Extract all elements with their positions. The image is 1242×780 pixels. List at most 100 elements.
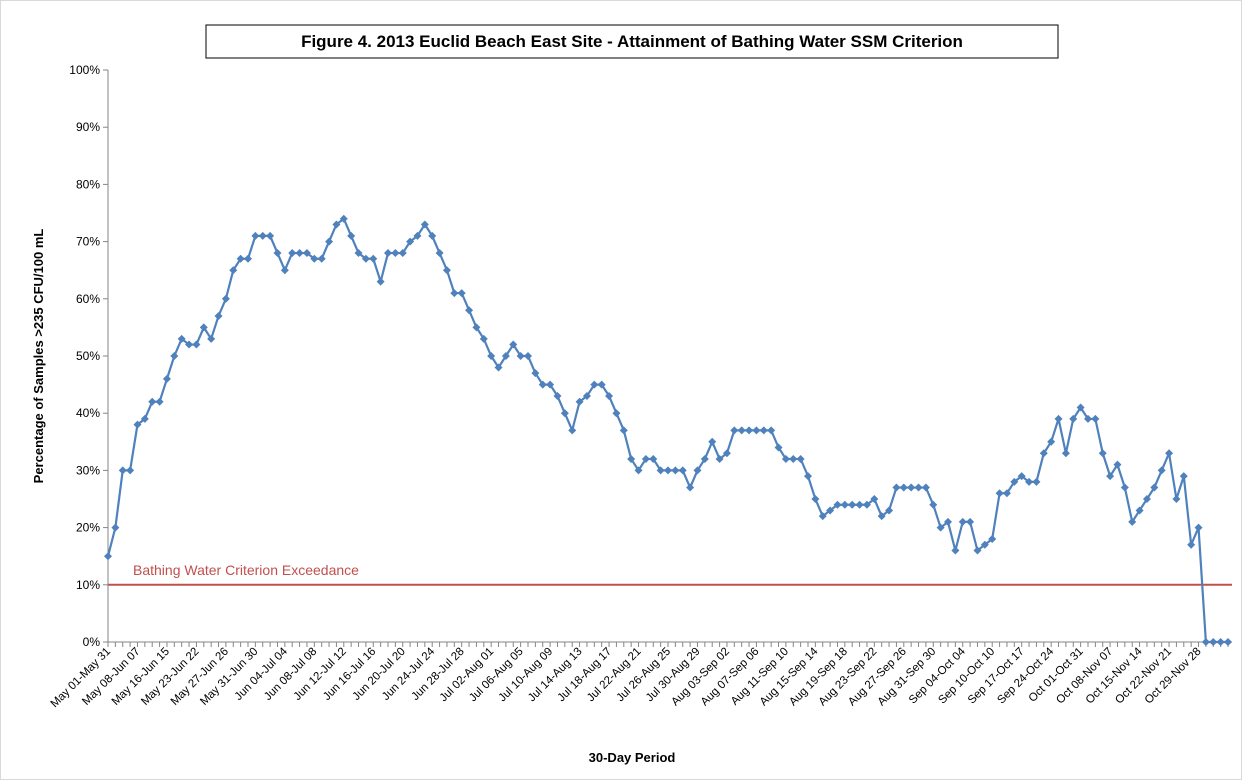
data-point [413, 231, 422, 240]
x-axis-label: 30-Day Period [589, 750, 676, 765]
data-point [221, 294, 230, 303]
data-point [104, 552, 112, 561]
data-point [457, 289, 466, 298]
data-point [111, 523, 120, 532]
data-point [811, 495, 820, 503]
data-point [921, 483, 930, 492]
data-point [406, 237, 415, 246]
data-point [641, 454, 650, 463]
data-point [1209, 638, 1218, 646]
data-point [789, 454, 798, 463]
data-point [848, 500, 857, 509]
data-point [1076, 403, 1085, 412]
data-point [118, 466, 127, 475]
data-point [597, 380, 606, 389]
data-point [1032, 477, 1041, 486]
data-point [686, 483, 695, 492]
data-point [487, 352, 496, 360]
data-point [700, 454, 709, 463]
data-point [730, 426, 739, 435]
y-tick-label: 40% [76, 406, 100, 420]
data-point [140, 414, 149, 423]
data-point [347, 231, 356, 240]
data-point [1017, 472, 1026, 481]
y-tick-label: 70% [76, 235, 100, 249]
data-point [1069, 414, 1078, 423]
data-point [398, 249, 407, 258]
data-point [450, 289, 459, 298]
data-point [538, 380, 547, 389]
data-point [715, 454, 724, 463]
data-point [936, 523, 945, 532]
data-point [722, 449, 731, 458]
data-point [1025, 477, 1034, 486]
data-point [1010, 477, 1019, 486]
data-point [796, 454, 805, 463]
chart-title: Figure 4. 2013 Euclid Beach East Site - … [301, 32, 963, 51]
data-point [192, 340, 201, 349]
data-point [339, 214, 348, 223]
data-point [509, 340, 518, 349]
data-point [236, 254, 245, 263]
data-point [1106, 472, 1115, 481]
data-point [745, 426, 754, 435]
data-point [280, 266, 289, 275]
data-point [634, 466, 643, 475]
y-tick-label: 20% [76, 521, 100, 535]
y-tick-label: 0% [83, 635, 101, 649]
data-point [929, 500, 938, 509]
data-point [818, 512, 827, 521]
data-point [376, 277, 385, 286]
data-point [575, 397, 584, 406]
data-point [951, 546, 960, 555]
data-point [907, 483, 916, 492]
data-point [752, 426, 761, 435]
data-point [1216, 638, 1225, 646]
data-point [185, 340, 194, 349]
data-point [612, 409, 621, 418]
data-point [708, 437, 717, 446]
data-point [1187, 540, 1196, 549]
data-point [251, 231, 260, 240]
data-point [649, 454, 658, 463]
data-point [531, 369, 540, 378]
data-point [1047, 437, 1056, 446]
data-point [361, 254, 370, 263]
data-point [627, 454, 636, 463]
data-point [855, 500, 864, 509]
data-point [678, 466, 687, 475]
data-point [877, 512, 886, 521]
data-point [1201, 638, 1210, 646]
data-point [302, 249, 311, 258]
data-point [737, 426, 746, 435]
y-tick-label: 30% [76, 463, 100, 477]
data-point [568, 426, 577, 435]
data-point [774, 443, 783, 452]
data-point [870, 495, 879, 503]
y-tick-label: 10% [76, 578, 100, 592]
data-point [546, 380, 555, 389]
data-point [966, 517, 975, 526]
data-point [317, 254, 326, 263]
data-point [1061, 449, 1070, 458]
data-point [494, 363, 503, 372]
data-point [244, 254, 252, 263]
data-point [288, 249, 297, 258]
data-point [1039, 449, 1048, 458]
data-point [804, 472, 812, 481]
data-point [229, 266, 238, 275]
data-point [1002, 489, 1011, 498]
data-point [1113, 460, 1122, 469]
data-point [162, 374, 171, 383]
data-point [1157, 466, 1166, 475]
data-point [664, 466, 672, 475]
data-point [177, 334, 186, 343]
data-point [885, 506, 894, 515]
data-point [266, 231, 275, 240]
data-point [988, 535, 997, 544]
data-point [1084, 414, 1092, 423]
data-point [472, 323, 481, 332]
data-point [693, 466, 702, 475]
data-point [619, 426, 628, 435]
